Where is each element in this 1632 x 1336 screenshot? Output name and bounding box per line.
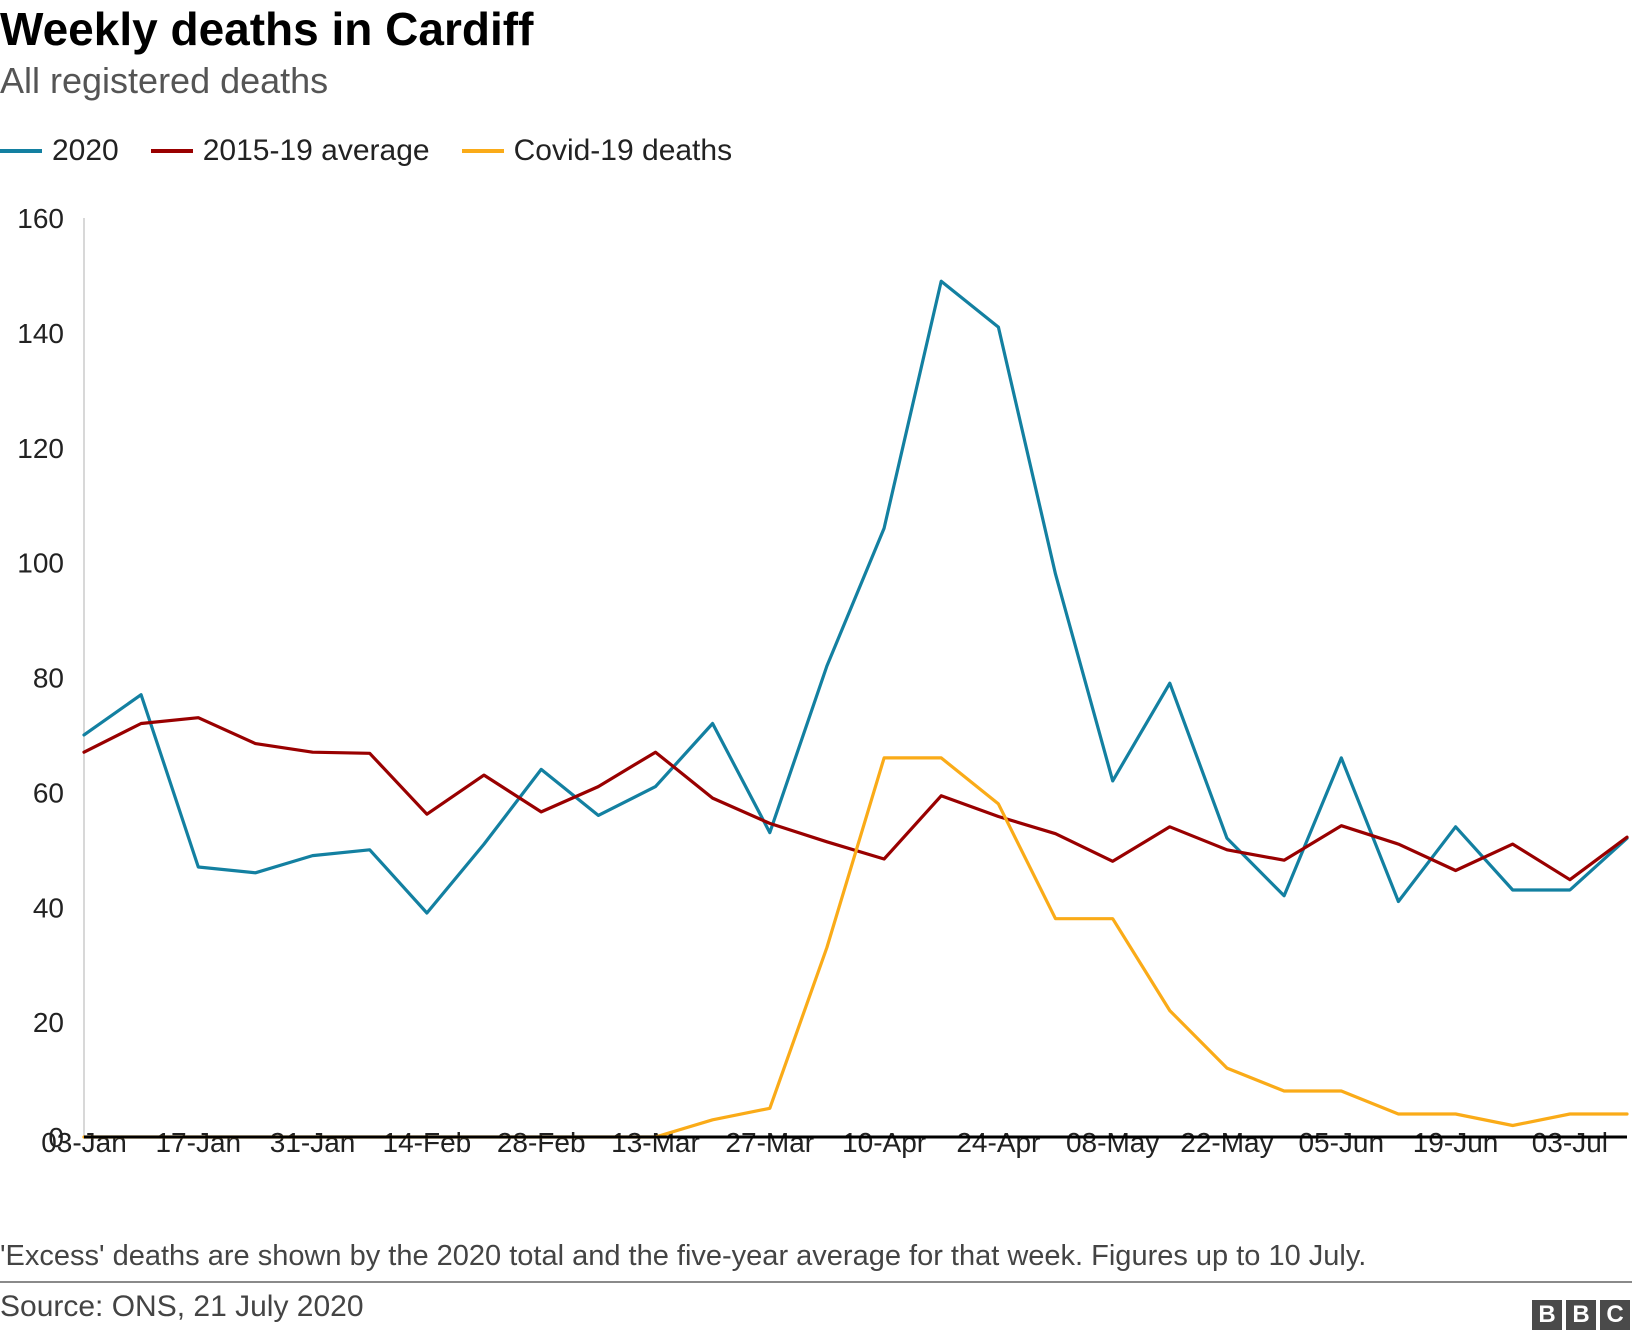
y-tick-label: 40 bbox=[33, 892, 64, 923]
chart-footnote: 'Excess' deaths are shown by the 2020 to… bbox=[0, 1240, 1367, 1272]
y-tick-label: 100 bbox=[17, 548, 64, 579]
bbc-logo: B B C bbox=[1532, 1300, 1630, 1330]
legend-swatch-2020 bbox=[0, 149, 42, 153]
x-tick-label: 17-Jan bbox=[155, 1127, 241, 1158]
x-tick-label: 13-Mar bbox=[611, 1127, 700, 1158]
series-line-0 bbox=[82, 279, 1629, 915]
legend-item-2020: 2020 bbox=[0, 134, 119, 168]
y-tick-label: 80 bbox=[33, 663, 64, 694]
y-tick-label: 0 bbox=[48, 1122, 64, 1153]
chart-title: Weekly deaths in Cardiff bbox=[0, 3, 534, 55]
x-tick-label: 03-Jan bbox=[41, 1127, 127, 1158]
x-tick-label: 19-Jun bbox=[1413, 1127, 1499, 1158]
bbc-logo-letter: C bbox=[1600, 1300, 1630, 1330]
x-tick-label: 14-Feb bbox=[383, 1127, 472, 1158]
legend-label-2020: 2020 bbox=[52, 134, 119, 167]
x-tick-label: 24-Apr bbox=[956, 1127, 1040, 1158]
y-tick-label: 60 bbox=[33, 777, 64, 808]
x-tick-label: 05-Jun bbox=[1298, 1127, 1384, 1158]
legend-label-average: 2015-19 average bbox=[202, 134, 430, 167]
x-tick-label: 31-Jan bbox=[270, 1127, 356, 1158]
legend-item-average: 2015-19 average bbox=[150, 134, 430, 168]
x-tick-label: 28-Feb bbox=[497, 1127, 586, 1158]
x-tick-label: 08-May bbox=[1066, 1127, 1159, 1158]
x-tick-label: 03-Jul bbox=[1532, 1127, 1608, 1158]
x-tick-label: 22-May bbox=[1180, 1127, 1273, 1158]
y-tick-label: 120 bbox=[17, 433, 64, 464]
legend-swatch-average bbox=[150, 149, 193, 153]
chart-subtitle: All registered deaths bbox=[0, 60, 329, 101]
bbc-logo-letter: B bbox=[1566, 1300, 1596, 1330]
legend-label-covid: Covid-19 deaths bbox=[513, 134, 733, 167]
line-chart: 0 20 40 60 80 100 120 140 160 03-Jan 17-Jan 31-Jan 1… bbox=[17, 203, 1629, 1158]
legend-item-covid: Covid-19 deaths bbox=[461, 134, 733, 168]
legend: 2020 2015-19 average Covid-19 deaths bbox=[0, 134, 764, 168]
footer-divider bbox=[0, 1281, 1632, 1283]
source-text: Source: ONS, 21 July 2020 bbox=[0, 1290, 364, 1323]
series-line-2 bbox=[82, 756, 1629, 1139]
y-tick-label: 160 bbox=[17, 203, 64, 234]
bbc-logo-letter: B bbox=[1532, 1300, 1562, 1330]
x-tick-label: 27-Mar bbox=[725, 1127, 814, 1158]
y-tick-label: 20 bbox=[33, 1007, 64, 1038]
y-tick-label: 140 bbox=[17, 318, 64, 349]
x-tick-label: 10-Apr bbox=[842, 1127, 926, 1158]
legend-swatch-covid bbox=[461, 149, 504, 153]
